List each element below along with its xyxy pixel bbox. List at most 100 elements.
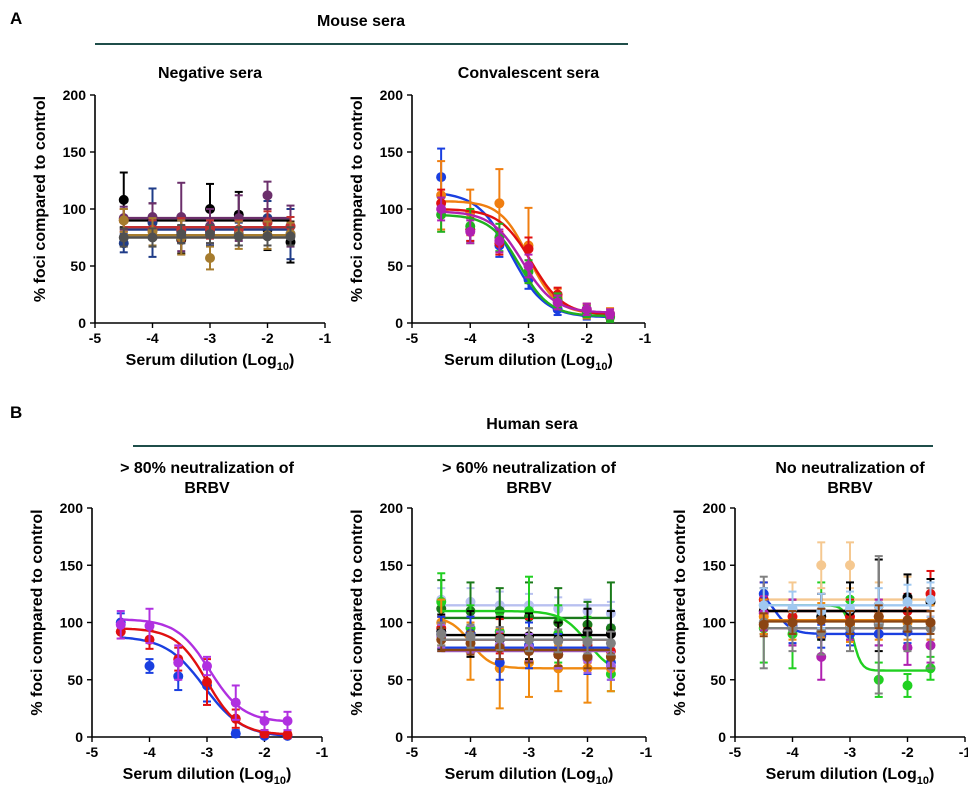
x-axis-label-close: )	[608, 352, 613, 369]
x-axis-label-subscript: 10	[595, 361, 607, 373]
y-tick-label: 100	[60, 615, 84, 631]
x-tick-label: -3	[201, 744, 214, 760]
y-tick-label: 200	[380, 87, 404, 103]
series-4	[436, 196, 616, 320]
group-title-mouse: Mouse sera	[317, 13, 405, 30]
y-tick-label: 100	[380, 201, 404, 217]
data-point	[494, 633, 505, 644]
y-tick-label: 200	[63, 87, 87, 103]
data-point	[494, 198, 505, 209]
chart-title: Negative sera	[158, 65, 262, 82]
data-point	[118, 194, 129, 205]
data-point	[494, 235, 505, 246]
data-point	[902, 596, 913, 607]
x-axis-label: Serum dilution (Log10)	[766, 766, 935, 787]
data-point	[436, 204, 447, 214]
y-tick-label: 100	[380, 615, 404, 631]
x-axis-label-main: Serum dilution (Log	[123, 766, 274, 783]
y-tick-label: 150	[703, 557, 727, 573]
series-9	[758, 604, 936, 638]
data-point	[816, 615, 827, 626]
x-tick-label: -5	[729, 744, 742, 760]
x-axis-label-main: Serum dilution (Log	[766, 766, 917, 783]
series-0	[436, 147, 616, 322]
y-tick-label: 150	[63, 144, 87, 160]
x-tick-label: -2	[261, 330, 274, 346]
y-axis-label: % foci compared to control	[29, 509, 46, 715]
x-axis-label: Serum dilution (Log10)	[126, 352, 295, 373]
series-1	[436, 160, 616, 321]
chart-title: No neutralization of	[775, 460, 925, 477]
x-tick-label: -5	[86, 744, 99, 760]
data-point	[523, 243, 534, 254]
data-point	[230, 697, 241, 708]
y-tick-label: 50	[70, 258, 86, 274]
chart-title: Convalescent sera	[458, 65, 600, 82]
y-tick-label: 0	[78, 315, 86, 331]
data-point	[144, 661, 155, 672]
x-tick-label: -5	[406, 744, 419, 760]
data-point	[582, 636, 593, 647]
x-axis-label: Serum dilution (Log10)	[445, 766, 614, 787]
x-axis-label-subscript: 10	[596, 775, 608, 787]
data-point	[845, 617, 855, 628]
x-axis-label-close: )	[608, 766, 613, 783]
x-tick-label: -3	[522, 330, 535, 346]
y-tick-label: 50	[710, 672, 726, 688]
x-tick-label: -3	[844, 744, 857, 760]
y-tick-label: 200	[703, 500, 727, 516]
panel-letter-a: A	[10, 9, 22, 28]
data-point	[115, 619, 126, 630]
x-tick-label: -5	[89, 330, 102, 346]
x-tick-label: -1	[639, 330, 652, 346]
series-2	[118, 180, 296, 253]
data-point	[233, 231, 244, 242]
data-point	[758, 600, 769, 611]
y-tick-label: 0	[395, 315, 403, 331]
y-tick-label: 150	[380, 144, 404, 160]
x-axis-label-subscript: 10	[277, 361, 289, 373]
y-tick-label: 50	[387, 672, 403, 688]
data-point	[816, 560, 827, 571]
data-point	[873, 611, 884, 622]
series-2	[115, 607, 293, 732]
y-axis-label: % foci compared to control	[349, 96, 366, 302]
data-point	[144, 620, 155, 631]
series-5	[118, 223, 296, 248]
x-tick-label: -1	[316, 744, 329, 760]
x-tick-label: -1	[640, 744, 653, 760]
data-point	[902, 615, 913, 626]
group-title-human: Human sera	[486, 416, 578, 433]
data-point	[205, 253, 215, 264]
y-tick-label: 200	[380, 500, 404, 516]
x-tick-label: -4	[146, 330, 159, 346]
data-point	[202, 677, 212, 688]
x-axis-label-close: )	[929, 766, 934, 783]
y-tick-label: 150	[380, 557, 404, 573]
data-point	[118, 215, 129, 226]
chart-convalescent-sera: Convalescent sera 0 50 100 150 200 -5 -4 -3 -2 -1 S…	[349, 65, 651, 373]
x-axis-label-main: Serum dilution (Log	[126, 352, 277, 369]
chart-80-neutralization: > 80% neutralization of BRBV 0 50 100 150 200 -…	[29, 460, 328, 787]
y-tick-label: 100	[703, 615, 727, 631]
y-axis-label: % foci compared to control	[349, 509, 366, 715]
data-point	[845, 560, 855, 571]
y-tick-label: 50	[67, 672, 83, 688]
data-point	[262, 231, 273, 242]
data-point	[925, 617, 936, 628]
x-axis-label-close: )	[286, 766, 291, 783]
data-point	[205, 229, 215, 240]
x-tick-label: -2	[581, 330, 594, 346]
x-tick-label: -2	[901, 744, 914, 760]
data-point	[902, 680, 913, 691]
chart-negative-sera: Negative sera 0 50 100 150 200 -5 -4 -3 -2 -1 Serum…	[32, 65, 331, 373]
data-point	[259, 715, 270, 726]
x-tick-label: -2	[258, 744, 271, 760]
data-point	[925, 594, 936, 605]
data-point	[523, 261, 534, 271]
x-tick-label: -3	[204, 330, 217, 346]
y-tick-label: 0	[395, 729, 403, 745]
y-tick-label: 50	[387, 258, 403, 274]
data-point	[230, 728, 241, 739]
